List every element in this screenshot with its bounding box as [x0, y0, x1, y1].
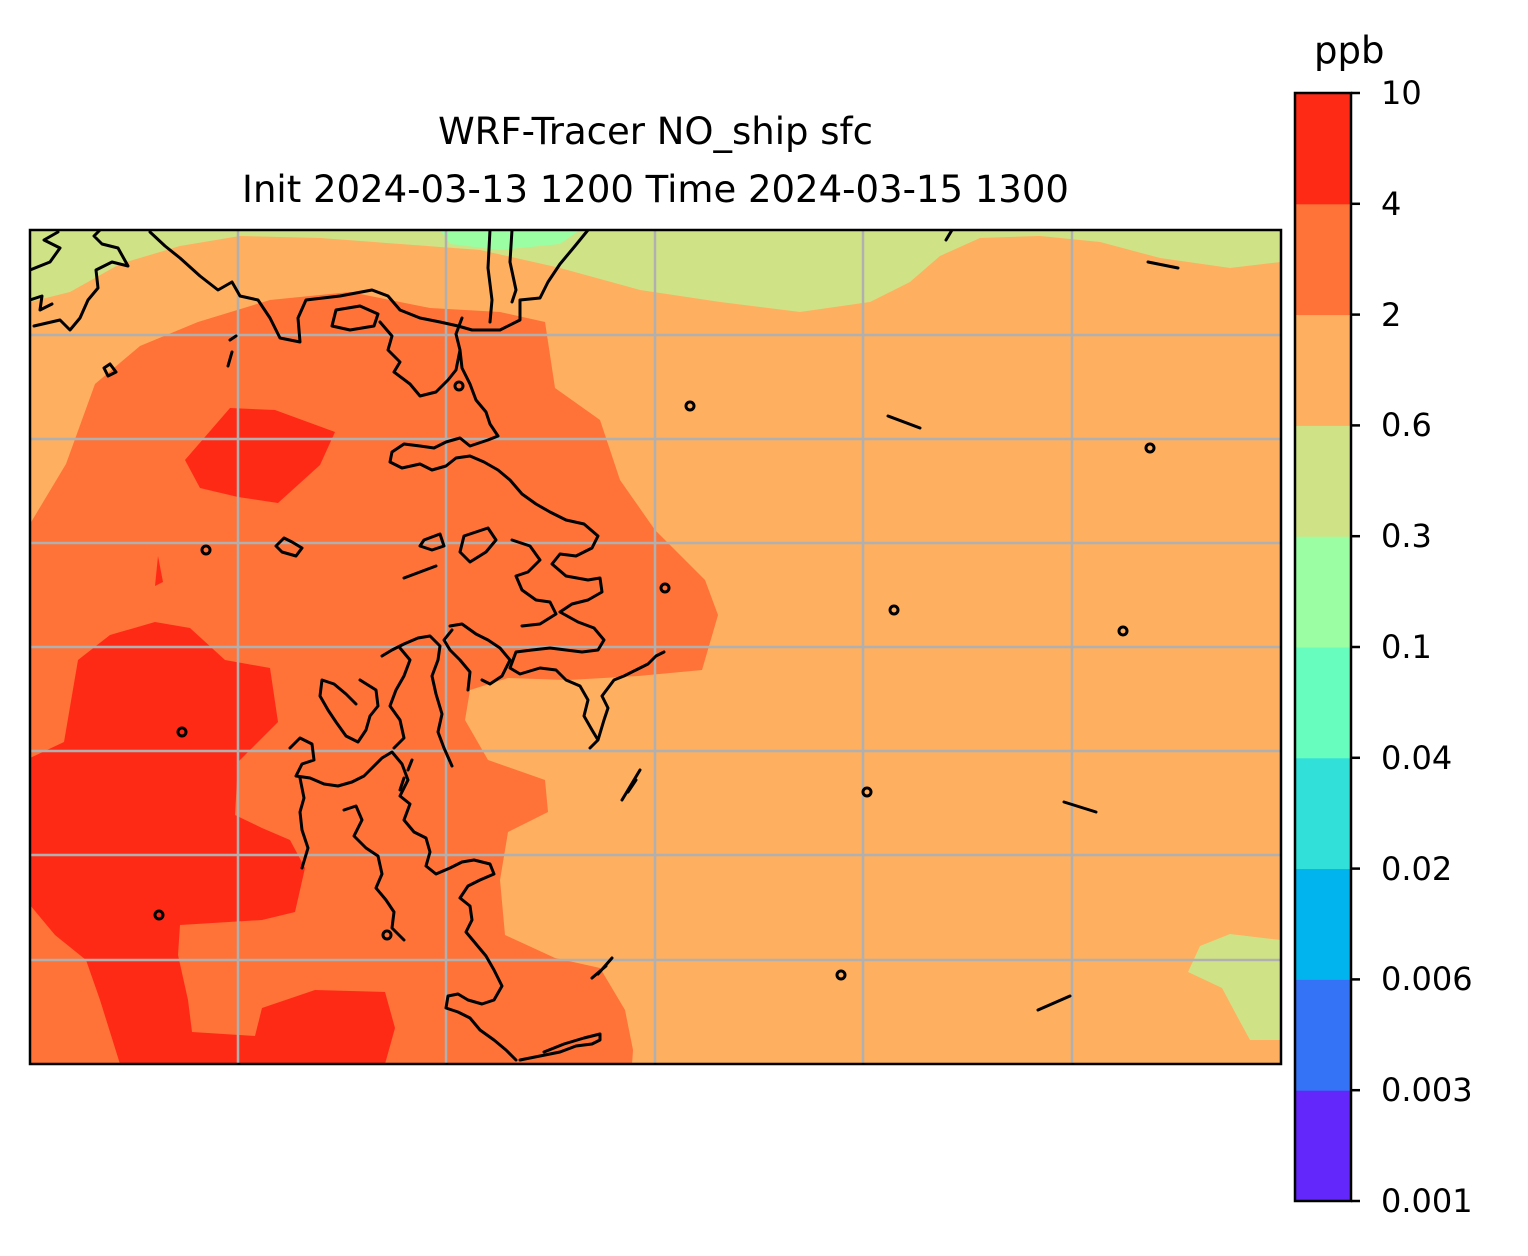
coastline-north-strait [148, 230, 590, 344]
chart-subtitle: Init 2024-03-13 1200 Time 2024-03-15 130… [242, 168, 1069, 211]
station-marker [861, 786, 873, 798]
colorbar-segment [1295, 93, 1351, 205]
colorbar-segment [1295, 647, 1351, 759]
coastline-south [288, 736, 518, 1062]
colorbar-tick-label: 0.04 [1381, 738, 1453, 777]
station-marker [835, 969, 847, 981]
chart-title: WRF-Tracer NO_ship sfc [438, 110, 873, 153]
colorbar-segment [1295, 314, 1351, 426]
coastlines [30, 230, 1180, 1062]
colorbar-segment [1295, 757, 1351, 870]
coastline-southeast [398, 758, 642, 1062]
colorbar-segment [1295, 1090, 1351, 1202]
field-4-10-southwest [30, 622, 395, 1064]
station-markers [153, 380, 1156, 981]
colorbar-segment [1295, 868, 1351, 980]
colorbar-segment [1295, 425, 1351, 537]
colorbar-tick-label: 0.02 [1381, 849, 1453, 888]
colorbar-tick-label: 4 [1381, 184, 1402, 223]
colorbar-tick-label: 0.6 [1381, 406, 1432, 445]
coastline-island-2 [274, 536, 304, 558]
station-marker [659, 582, 671, 594]
colorbar-tick-label: 0.001 [1381, 1182, 1473, 1220]
colorbar-tick-label: 0.3 [1381, 517, 1432, 556]
station-marker [684, 400, 696, 412]
station-marker [1117, 625, 1129, 637]
colorbar-segment [1295, 203, 1351, 316]
field-4-10-north [185, 408, 335, 503]
colorbar-segment [1295, 536, 1351, 648]
coastline-northwest [30, 230, 130, 332]
map-frame [28, 228, 1283, 1066]
colorbar [1293, 91, 1360, 1203]
coastline-south-2 [298, 776, 406, 942]
colorbar-unit-label: ppb [1314, 29, 1385, 72]
station-marker [381, 929, 393, 941]
station-marker [1144, 442, 1156, 454]
colorbar-tick-label: 0.006 [1381, 960, 1473, 999]
coastline-northwest-small [102, 230, 1180, 1012]
field-4-10-west [155, 556, 163, 586]
station-marker [176, 726, 188, 738]
colorbar-tick-label: 0.003 [1381, 1071, 1473, 1110]
coastline-sound [318, 622, 512, 768]
station-marker [153, 909, 165, 921]
coastline-mainland [378, 316, 666, 750]
coastline-island-1 [330, 304, 380, 332]
station-marker [453, 380, 465, 392]
colorbar-tick-label: 10 [1381, 74, 1422, 112]
station-marker [888, 604, 900, 616]
colorbar-tick-label: 0.1 [1381, 628, 1432, 666]
gridlines [30, 230, 1281, 1064]
station-marker [200, 544, 212, 556]
map-plot-area [30, 230, 1281, 1064]
coastline-channel [486, 230, 518, 324]
colorbar-segment [1295, 979, 1351, 1091]
colorbar-tick-label: 2 [1381, 295, 1402, 334]
coastline-inlets [402, 526, 558, 628]
